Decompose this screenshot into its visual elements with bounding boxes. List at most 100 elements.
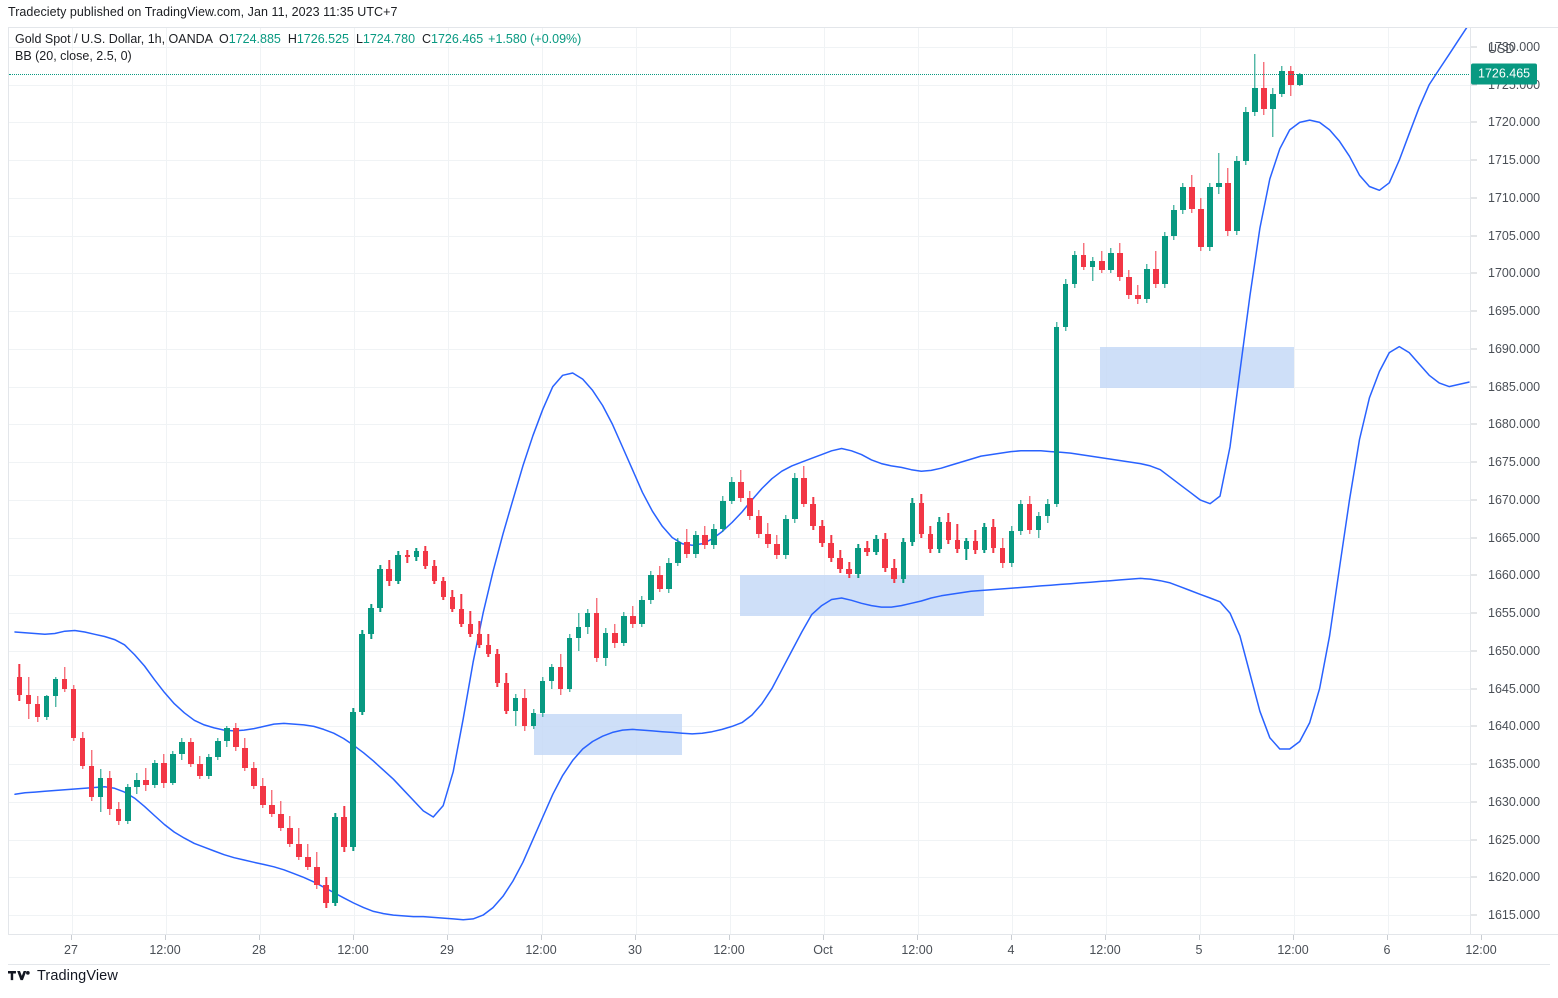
candlestick [16,664,23,702]
candle-body [1144,268,1150,300]
candle-body [16,676,23,695]
candle-body [494,653,501,684]
candle-wick [1254,54,1256,116]
candle-body [675,542,681,563]
candlestick [566,633,573,692]
candle-body [1080,255,1087,267]
candlestick [512,693,519,727]
candlestick [1297,73,1303,87]
gridline-vertical [636,28,637,934]
footer-branding: TradingView [8,968,118,984]
gridline-vertical [72,28,73,934]
candlestick [115,801,122,826]
candle-body [927,533,934,549]
consolidation-zone-3[interactable] [1099,346,1294,389]
candlestick [1279,65,1285,98]
candle-body [900,542,907,580]
candlestick [386,559,393,586]
candlestick [810,496,816,531]
candlestick [1035,511,1042,538]
candle-body [1089,261,1096,267]
candle-body [702,535,708,546]
candle-body [945,521,952,540]
time-axis-tick [541,935,542,940]
candle-body [512,698,519,712]
candlestick [638,595,645,628]
candlestick [503,672,510,715]
candlestick [774,535,780,559]
candlestick [449,590,456,612]
candlestick [666,558,672,593]
price-axis-tick [1471,574,1477,576]
price-axis-tick [1471,46,1477,48]
candlestick [828,535,834,562]
time-axis[interactable]: 27 12:00 28 12:00 29 12:00 30 12:00 Oct 12:00 4 12:… [8,935,1550,965]
candlestick [404,550,411,563]
candlestick [170,750,176,786]
candle-body [359,634,365,712]
candlestick [675,537,681,567]
candle-body [765,533,771,545]
candlestick [1243,107,1249,165]
candlestick [873,535,880,555]
candlestick [1270,88,1276,138]
time-axis-label: 12:00 [901,943,933,957]
candle-body [566,638,573,689]
candlestick [918,493,925,538]
candle-body [323,884,329,904]
candle-body [43,696,50,718]
candle-body [864,548,871,552]
candle-body [314,866,320,885]
time-axis-label: 12:00 [1089,943,1121,957]
candlestick [188,738,194,768]
chart-plot-area[interactable] [9,28,1479,934]
bollinger-upper-band-path [14,28,1468,818]
candle-body [747,498,753,516]
price-axis-tick [1471,121,1477,123]
candle-body [70,689,77,739]
candle-body [485,644,492,654]
candle-wick [1272,88,1274,138]
candle-body [97,778,104,797]
candlestick [197,755,203,780]
candlestick [756,509,762,538]
candlestick [260,777,266,808]
candle-body [648,575,654,601]
candle-body [657,575,663,589]
candlestick [864,541,871,557]
candlestick [1216,152,1222,195]
price-axis-label: 1730.000 [1488,39,1541,54]
gridline-vertical [166,28,167,934]
candlestick [584,608,591,634]
price-axis[interactable]: USD 1726.465 1730.000 1725.000 1720.000 171… [1470,27,1558,935]
gridline-horizontal [9,537,1479,539]
candle-body [638,600,645,624]
candle-body [224,727,230,742]
candlestick [1134,284,1141,304]
candle-body [801,477,807,504]
candlestick [52,676,59,708]
candle-body [1189,187,1195,210]
candle-body [215,741,221,757]
price-axis-tick [1471,801,1477,803]
candle-body [972,541,979,550]
gridline-horizontal [9,915,1479,917]
bollinger-lower-band-path [14,345,1470,921]
candle-body [458,608,465,624]
price-axis-label: 1690.000 [1488,341,1541,356]
candlestick [693,530,699,558]
price-axis-tick [1471,272,1477,274]
candlestick [106,770,113,816]
candle-body [287,828,293,845]
candlestick [179,737,185,760]
price-axis-label: 1655.000 [1488,606,1541,621]
candle-body [106,778,113,809]
gridline-vertical [1294,28,1295,934]
candle-body [828,542,834,558]
candlestick [1125,269,1132,300]
candlestick [395,551,402,585]
candlestick [332,813,338,907]
candle-body [188,742,194,765]
candle-body [1107,252,1114,270]
time-axis-tick [1481,935,1482,940]
